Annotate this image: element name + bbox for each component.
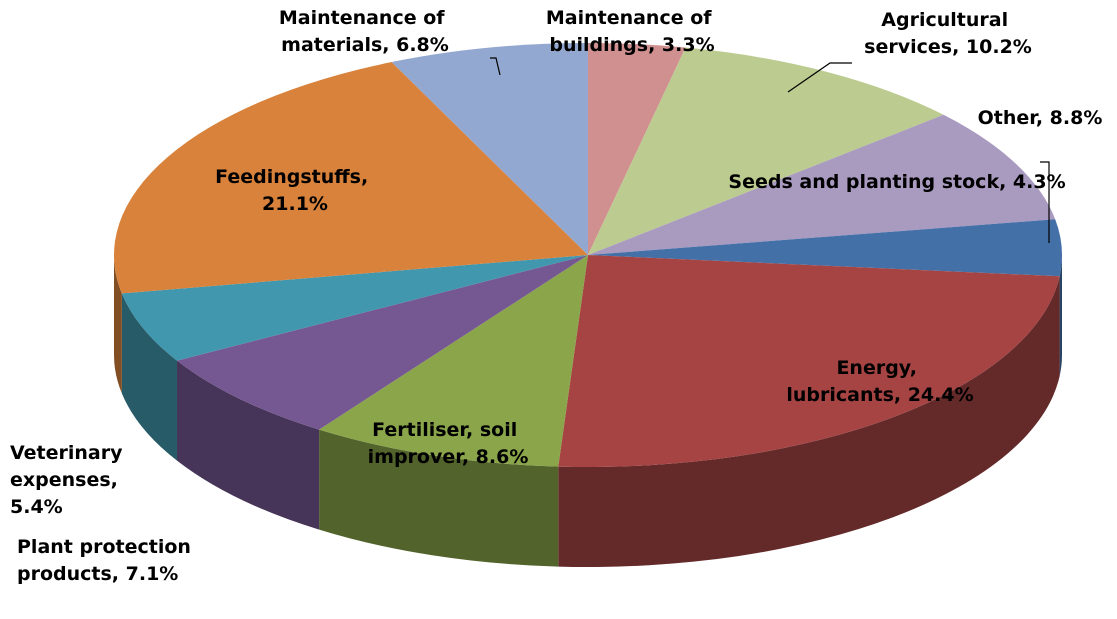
data-label: Veterinary expenses, 5.4%	[10, 442, 129, 518]
slice	[588, 43, 686, 255]
data-label: Fertiliser, soil improver, 8.6%	[368, 419, 529, 468]
leader-line	[1040, 161, 1050, 243]
slice-side	[319, 429, 559, 567]
slice	[113, 62, 588, 294]
slice-side	[177, 360, 320, 530]
data-label: Other, 8.8%	[978, 107, 1103, 129]
slice-side	[1059, 255, 1062, 377]
pie-tops	[113, 43, 1063, 467]
labels: Maintenance of buildings, 3.3% Agricultur…	[10, 7, 1102, 585]
slice	[319, 255, 588, 467]
leader-line	[490, 57, 501, 76]
leader-line	[787, 62, 852, 93]
slice	[588, 219, 1063, 277]
slice	[558, 255, 1060, 467]
pie-sides	[114, 255, 1062, 567]
slice	[121, 255, 588, 361]
data-label: Agricultural services, 10.2%	[864, 9, 1032, 58]
data-label: Feedingstuffs, 21.1%	[215, 166, 375, 215]
data-label: Seeds and planting stock, 4.3%	[728, 171, 1065, 193]
slice	[588, 47, 944, 255]
slice	[588, 114, 1056, 256]
data-label: Maintenance of buildings, 3.3%	[546, 7, 718, 56]
data-label: Maintenance of materials, 6.8%	[279, 7, 451, 56]
data-label: Plant protection products, 7.1%	[17, 536, 198, 585]
slice-side	[558, 276, 1060, 567]
slice-side	[114, 255, 122, 394]
slice	[391, 43, 588, 255]
data-label: Energy, lubricants, 24.4%	[786, 357, 973, 406]
slice	[177, 255, 588, 430]
slice-side	[121, 293, 178, 461]
